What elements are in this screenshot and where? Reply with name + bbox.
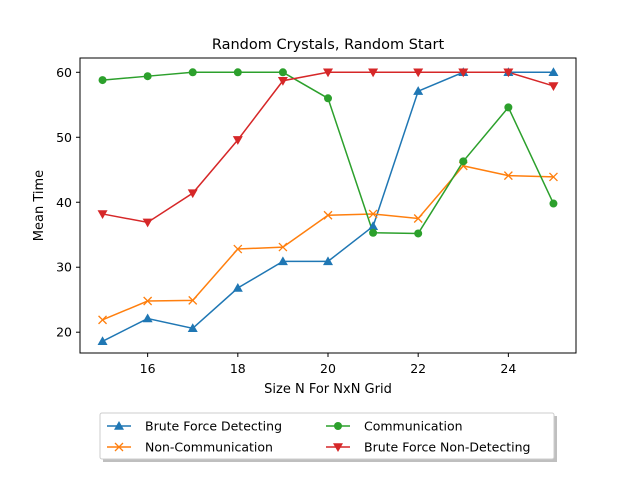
y-tick-label: 20 — [56, 325, 72, 340]
data-point-brute-force-detecting — [232, 283, 243, 292]
plot-markers — [97, 67, 559, 346]
x-tick-label: 24 — [500, 361, 516, 376]
data-point-non-communication — [413, 214, 423, 223]
legend-item-non-communication: Non-Communication — [107, 440, 273, 455]
data-point-non-communication — [233, 244, 243, 254]
y-tick-label: 60 — [56, 65, 72, 80]
data-point-communication — [98, 76, 107, 85]
data-point-brute-force-non-detecting — [97, 210, 108, 219]
data-point-brute-force-non-detecting — [368, 68, 379, 78]
x-tick-label: 22 — [410, 361, 426, 376]
y-axis-ticks: 20 30 40 50 60 — [56, 65, 80, 340]
plot-lines — [102, 71, 555, 342]
legend-label: Brute Force Detecting — [145, 419, 282, 434]
data-point-brute-force-detecting — [187, 323, 198, 333]
data-point-communication — [549, 199, 558, 208]
legend-marker — [334, 422, 342, 430]
data-point-non-communication — [323, 210, 333, 220]
legend-label: Non-Communication — [145, 440, 273, 455]
legend-marker — [114, 421, 124, 430]
legend-box — [99, 412, 555, 460]
legend-item-brute-force-detecting: Brute Force Detecting — [107, 419, 282, 434]
x-axis-ticks: 16 18 20 22 24 — [140, 353, 516, 376]
data-point-brute-force-non-detecting — [413, 68, 424, 78]
data-point-communication — [143, 72, 152, 81]
legend-marker — [333, 443, 343, 452]
data-point-communication — [188, 68, 197, 77]
data-point-communication — [369, 228, 378, 237]
data-point-brute-force-detecting — [368, 221, 379, 231]
data-point-brute-force-detecting — [97, 336, 108, 346]
legend-label: Communication — [364, 419, 463, 434]
data-point-brute-force-non-detecting — [187, 189, 198, 199]
data-point-brute-force-detecting — [277, 256, 288, 266]
data-point-communication — [278, 68, 287, 77]
data-point-communication — [504, 103, 513, 112]
x-tick-label: 18 — [230, 361, 246, 376]
legend-marker — [114, 442, 124, 452]
data-point-brute-force-non-detecting — [503, 68, 514, 78]
y-tick-label: 40 — [56, 195, 72, 210]
data-point-brute-force-detecting — [548, 67, 559, 77]
data-point-non-communication — [278, 242, 288, 252]
data-point-communication — [459, 157, 468, 166]
data-point-communication — [233, 68, 242, 77]
data-point-communication — [414, 229, 423, 238]
data-point-non-communication — [503, 171, 513, 181]
data-point-brute-force-detecting — [142, 313, 153, 323]
data-point-brute-force-non-detecting — [142, 218, 153, 228]
chart-title: Random Crystals, Random Start — [212, 37, 445, 53]
data-point-brute-force-detecting — [413, 86, 424, 95]
data-point-brute-force-non-detecting — [277, 76, 288, 86]
x-tick-label: 16 — [140, 361, 156, 376]
legend-item-communication: Communication — [326, 419, 463, 434]
data-point-communication — [324, 94, 332, 103]
y-tick-label: 30 — [56, 260, 72, 275]
legend-item-brute-force-non-detecting: Brute Force Non-Detecting — [326, 440, 530, 455]
y-axis-label: Mean Time — [32, 170, 47, 241]
data-point-brute-force-non-detecting — [323, 68, 333, 78]
data-point-non-communication — [143, 296, 153, 306]
data-point-brute-force-non-detecting — [232, 136, 243, 145]
series-line-non-communication — [102, 165, 554, 321]
data-point-non-communication — [548, 172, 558, 182]
x-tick-label: 20 — [320, 361, 336, 376]
data-point-brute-force-non-detecting — [458, 68, 469, 78]
data-point-brute-force-non-detecting — [548, 82, 559, 91]
data-point-non-communication — [98, 315, 108, 325]
legend-label: Brute Force Non-Detecting — [364, 440, 530, 455]
data-point-non-communication — [368, 209, 378, 219]
data-point-non-communication — [188, 295, 198, 305]
data-point-brute-force-detecting — [323, 256, 333, 266]
y-tick-label: 50 — [56, 130, 72, 145]
x-axis-label: Size N For NxN Grid — [264, 382, 392, 397]
legend: Brute Force Detecting Non-Communication Co… — [99, 412, 557, 462]
